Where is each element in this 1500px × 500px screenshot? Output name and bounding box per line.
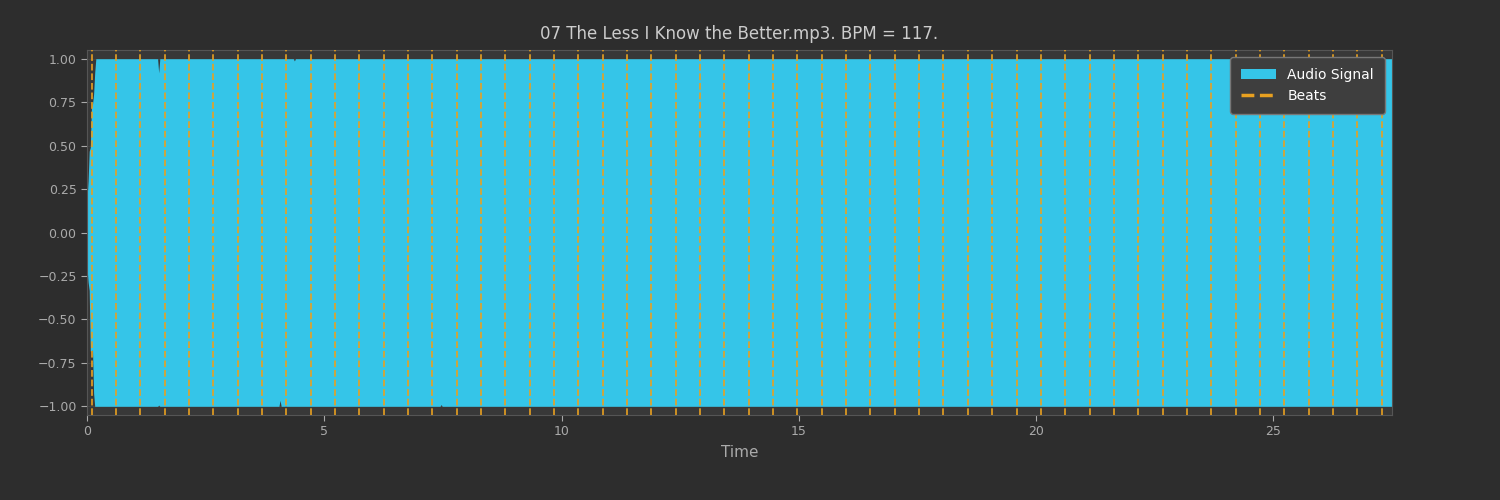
Title: 07 The Less I Know the Better.mp3. BPM = 117.: 07 The Less I Know the Better.mp3. BPM =… — [540, 25, 939, 43]
X-axis label: Time: Time — [720, 446, 758, 460]
Legend: Audio Signal, Beats: Audio Signal, Beats — [1230, 57, 1385, 114]
